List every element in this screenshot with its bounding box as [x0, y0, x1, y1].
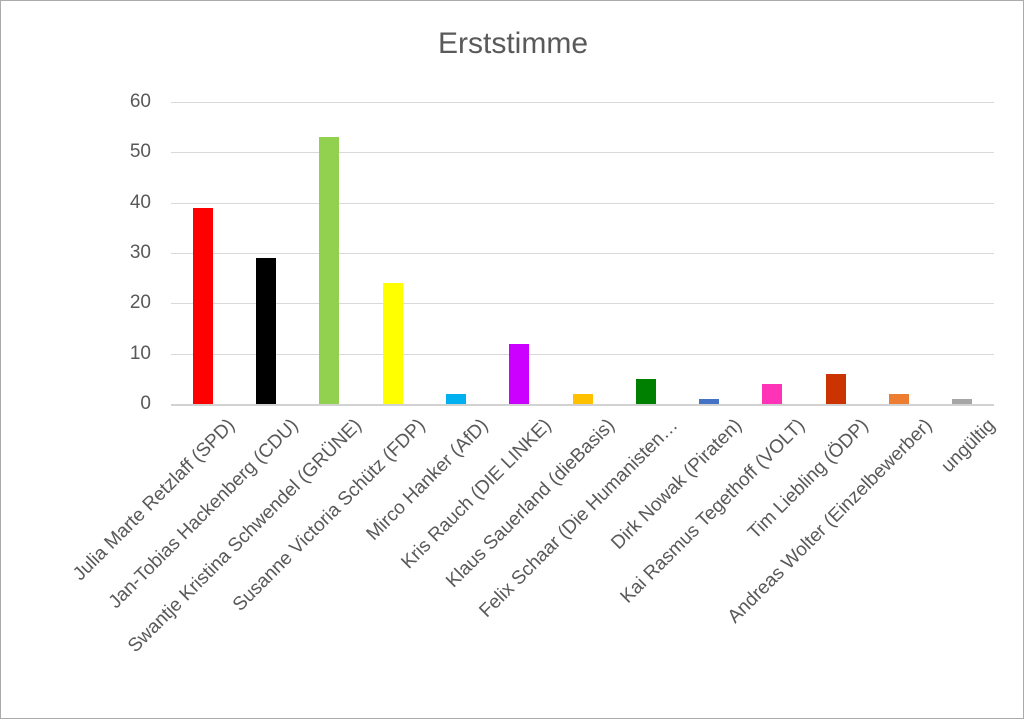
y-tick-label: 60	[129, 91, 151, 112]
bar-2	[255, 258, 276, 404]
bar-10	[762, 383, 783, 404]
y-tick-label: 0	[140, 393, 151, 414]
y-tick-label: 30	[129, 242, 151, 263]
bar-12	[889, 393, 910, 404]
x-axis-line	[171, 404, 994, 406]
gridline	[171, 202, 994, 204]
gridline	[171, 353, 994, 355]
y-tick-label: 40	[129, 191, 151, 213]
bar-8	[635, 378, 656, 404]
y-tick-label: 10	[129, 342, 151, 364]
bar-11	[825, 373, 846, 404]
gridline	[171, 102, 994, 103]
gridline	[171, 253, 994, 254]
bar-1	[192, 207, 213, 404]
gridline	[171, 152, 994, 154]
gridline	[171, 303, 994, 305]
bar-9	[699, 398, 720, 404]
x-category-label: ungültig	[937, 415, 1000, 477]
x-category-label: Tim Liebling (ÖDP)	[744, 415, 873, 544]
bar-13	[952, 398, 973, 404]
x-category-label: Swantje Kristina Schwendel (GRÜNE)	[124, 415, 367, 657]
bar-4	[382, 283, 403, 404]
plot-area	[171, 102, 994, 406]
bar-5	[445, 393, 466, 404]
bar-3	[319, 137, 340, 404]
bar-6	[509, 343, 530, 404]
y-tick-label: 20	[129, 292, 151, 314]
chart-title: Erststimme	[438, 27, 588, 60]
y-tick-label: 50	[129, 141, 151, 163]
bar-7	[572, 393, 593, 404]
